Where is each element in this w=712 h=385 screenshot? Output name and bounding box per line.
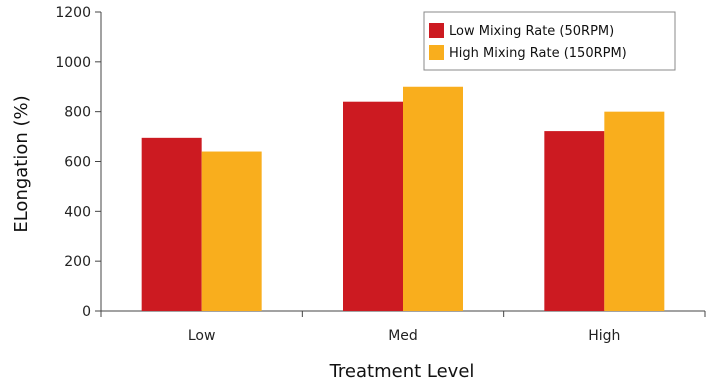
y-axis-title: ELongation (%) xyxy=(11,95,32,232)
y-axis: 0 200 400 600 800 1000 1200 xyxy=(55,5,102,320)
bar-med-series-1 xyxy=(343,101,403,311)
y-tick-label: 600 xyxy=(64,155,91,171)
bar-low-series-1 xyxy=(141,137,202,311)
x-tick-label: High xyxy=(588,328,620,344)
legend-box xyxy=(423,11,676,71)
y-tick-label: 200 xyxy=(64,254,91,270)
y-tick-label: 1200 xyxy=(55,5,91,21)
legend-label: Low Mixing Rate (50RPM) xyxy=(449,24,614,39)
x-axis-title: Treatment Level xyxy=(329,361,475,382)
legend-label: High Mixing Rate (150RPM) xyxy=(449,46,627,61)
y-tick-label: 1000 xyxy=(55,55,91,71)
y-tick-label: 0 xyxy=(82,304,91,320)
x-tick-label: Low xyxy=(188,328,216,344)
legend-swatch xyxy=(429,45,444,60)
bar-high-series-2 xyxy=(604,111,665,312)
y-tick-label: 400 xyxy=(64,204,91,220)
bars xyxy=(141,86,665,312)
x-axis: Low Med High xyxy=(100,310,706,344)
bar-high-series-1 xyxy=(544,131,605,311)
x-tick-label: Med xyxy=(388,328,418,344)
y-tick-label: 800 xyxy=(64,105,91,121)
legend-swatch xyxy=(429,23,444,38)
bar-low-series-2 xyxy=(201,151,262,311)
legend: Low Mixing Rate (50RPM) High Mixing Rate … xyxy=(423,11,676,71)
bar-med-series-2 xyxy=(403,86,463,311)
